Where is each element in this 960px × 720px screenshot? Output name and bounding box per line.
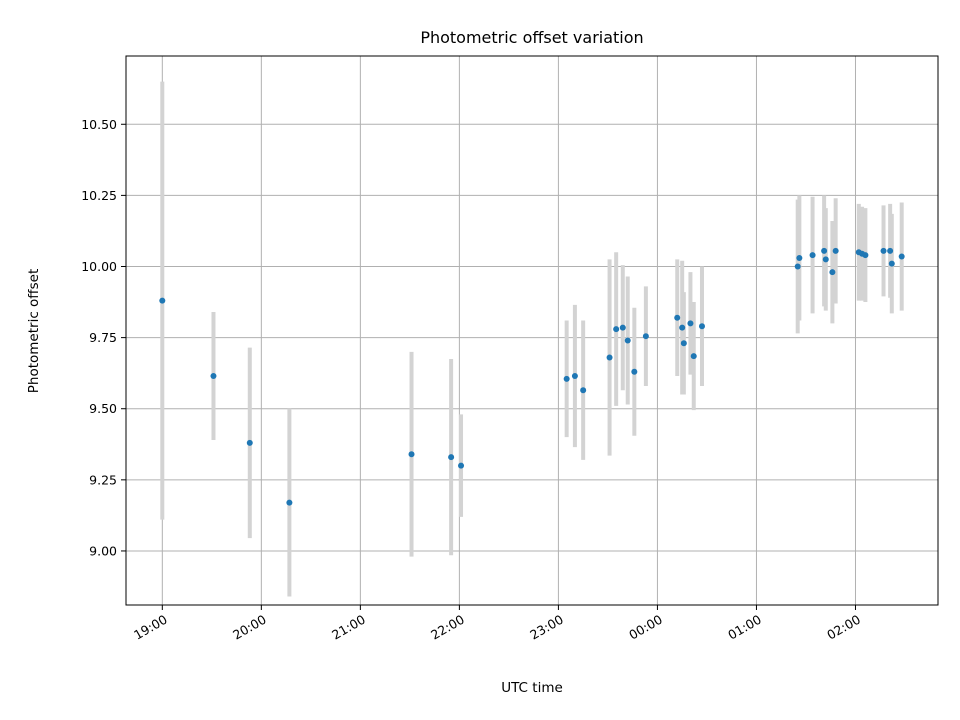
data-point	[246, 439, 253, 446]
data-points	[159, 247, 905, 506]
data-point	[809, 252, 816, 259]
y-tick-label: 9.00	[89, 543, 117, 558]
data-point	[898, 253, 905, 260]
y-tick-label: 10.50	[81, 117, 117, 132]
y-tick-label: 10.00	[81, 259, 117, 274]
data-point	[624, 337, 631, 344]
data-point	[679, 324, 686, 331]
data-point	[698, 323, 705, 330]
x-axis-label: UTC time	[501, 680, 563, 696]
data-point	[821, 247, 828, 254]
axes-frame	[125, 55, 939, 606]
y-tick-label: 9.50	[89, 401, 117, 416]
data-point	[642, 333, 649, 340]
y-tick-label: 9.75	[89, 330, 117, 345]
data-point	[888, 260, 895, 267]
y-tick-label: 10.25	[81, 188, 117, 203]
data-point	[286, 499, 293, 506]
data-point	[862, 252, 869, 259]
data-point	[822, 256, 829, 263]
data-point	[680, 340, 687, 347]
data-point	[832, 247, 839, 254]
data-point	[674, 314, 681, 321]
data-point	[159, 297, 166, 304]
data-point	[571, 373, 578, 380]
data-point	[606, 354, 613, 361]
data-point	[887, 247, 894, 254]
data-point	[619, 324, 626, 331]
data-point	[448, 454, 455, 461]
data-point	[690, 353, 697, 360]
data-point	[563, 375, 570, 382]
data-point	[458, 462, 465, 469]
grid	[126, 56, 938, 605]
data-point	[613, 326, 620, 333]
data-point	[794, 263, 801, 270]
y-axis-ticks: 9.00 9.25 9.50 9.75 10.00 10.25 10.50	[81, 117, 126, 558]
data-point	[408, 451, 415, 458]
data-point	[631, 368, 638, 375]
data-point	[580, 387, 587, 394]
data-point	[210, 373, 217, 380]
data-point	[829, 269, 836, 276]
data-point	[880, 247, 887, 254]
data-point	[687, 320, 694, 327]
chart-title: Photometric offset variation	[420, 28, 643, 47]
data-point	[796, 254, 803, 261]
y-axis-label: Photometric offset	[26, 269, 42, 393]
y-tick-label: 9.25	[89, 472, 117, 487]
